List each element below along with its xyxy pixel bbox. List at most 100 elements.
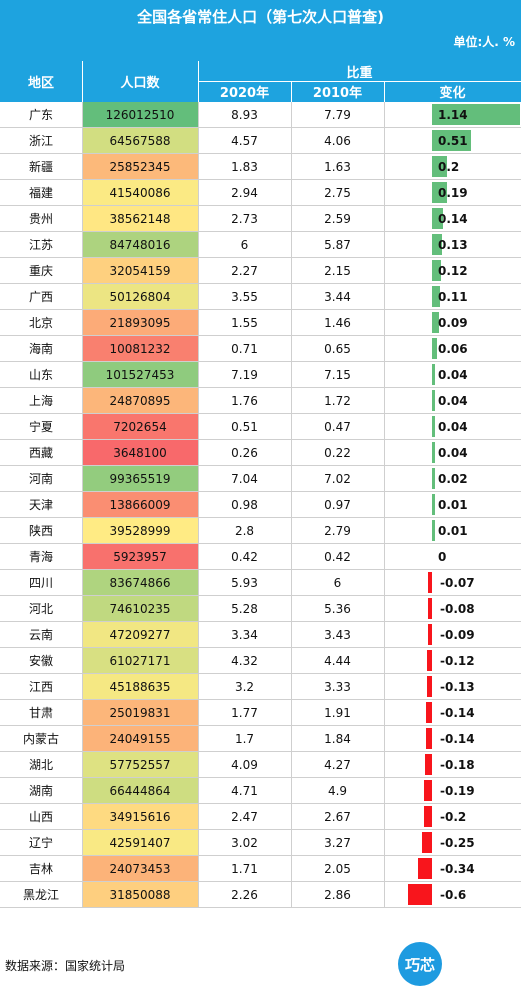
table-row: 云南 47209277 3.34 3.43 -0.09 xyxy=(0,622,521,648)
column-divider xyxy=(82,102,83,127)
share-2020-cell: 6 xyxy=(240,237,249,252)
column-header-row: 地区 人口数 比重 2020年 2010年 变化 xyxy=(0,61,521,102)
column-divider xyxy=(198,856,199,881)
table-row: 陕西 39528999 2.8 2.79 0.01 xyxy=(0,518,521,544)
change-value: 1.14 xyxy=(438,107,468,122)
change-value: -0.13 xyxy=(440,679,475,694)
column-divider xyxy=(384,310,385,335)
share-2010-cell: 1.84 xyxy=(324,731,351,746)
column-divider xyxy=(291,830,292,855)
column-divider xyxy=(384,830,385,855)
change-bar-negative xyxy=(424,754,432,775)
column-divider xyxy=(198,362,199,387)
share-2020-cell: 1.7 xyxy=(234,731,255,746)
share-2010-cell: 0.42 xyxy=(324,549,351,564)
table-row: 湖北 57752557 4.09 4.27 -0.18 xyxy=(0,752,521,778)
share-2010-cell: 3.43 xyxy=(324,627,351,642)
population-cell: 64567588 xyxy=(82,128,198,153)
column-divider xyxy=(82,726,83,751)
change-value: 0.14 xyxy=(438,211,468,226)
unit-label: 单位:人. % xyxy=(453,35,515,49)
change-value: 0.04 xyxy=(438,367,468,382)
change-bar-negative xyxy=(428,598,432,619)
column-divider xyxy=(82,570,83,595)
column-divider xyxy=(82,492,83,517)
column-divider xyxy=(82,258,83,283)
table-row: 甘肃 25019831 1.77 1.91 -0.14 xyxy=(0,700,521,726)
column-divider xyxy=(291,232,292,257)
column-divider xyxy=(291,284,292,309)
column-divider xyxy=(291,544,292,569)
table-row: 江苏 84748016 6 5.87 0.13 xyxy=(0,232,521,258)
column-divider xyxy=(384,258,385,283)
column-header-population: 人口数 xyxy=(120,76,160,91)
column-divider xyxy=(384,154,385,179)
column-divider xyxy=(82,674,83,699)
change-value: 0.02 xyxy=(438,471,468,486)
change-value: -0.2 xyxy=(440,809,467,824)
change-bar-positive xyxy=(432,468,435,489)
table-row: 湖南 66444864 4.71 4.9 -0.19 xyxy=(0,778,521,804)
column-divider xyxy=(384,206,385,231)
region-cell: 江西 xyxy=(28,680,53,694)
change-bar-positive xyxy=(432,260,442,281)
column-divider xyxy=(384,856,385,881)
column-divider xyxy=(291,518,292,543)
column-divider xyxy=(384,388,385,413)
change-bar-negative xyxy=(426,676,432,697)
population-cell: 57752557 xyxy=(82,752,198,777)
change-value: -0.07 xyxy=(440,575,475,590)
column-divider xyxy=(384,674,385,699)
share-2020-cell: 3.55 xyxy=(231,289,258,304)
change-value: -0.19 xyxy=(440,783,475,798)
table-row: 北京 21893095 1.55 1.46 0.09 xyxy=(0,310,521,336)
share-2010-cell: 5.36 xyxy=(324,601,351,616)
share-2020-cell: 2.8 xyxy=(234,523,255,538)
population-cell: 21893095 xyxy=(82,310,198,335)
region-cell: 北京 xyxy=(28,316,53,330)
change-value: 0.01 xyxy=(438,497,468,512)
column-divider xyxy=(384,882,385,907)
column-divider xyxy=(82,180,83,205)
table-row: 山西 34915616 2.47 2.67 -0.2 xyxy=(0,804,521,830)
population-cell: 25852345 xyxy=(82,154,198,179)
share-2010-cell: 0.22 xyxy=(324,445,351,460)
column-divider xyxy=(291,778,292,803)
share-2020-cell: 0.71 xyxy=(231,341,258,356)
header-divider xyxy=(82,61,83,102)
column-divider xyxy=(198,544,199,569)
share-2010-cell: 1.72 xyxy=(324,393,351,408)
population-cell: 3648100 xyxy=(82,440,198,465)
table-row: 广东 126012510 8.93 7.79 1.14 xyxy=(0,102,521,128)
share-2010-cell: 7.15 xyxy=(324,367,351,382)
region-cell: 山西 xyxy=(28,810,53,824)
region-cell: 云南 xyxy=(28,628,53,642)
population-cell: 32054159 xyxy=(82,258,198,283)
column-divider xyxy=(82,648,83,673)
share-2020-cell: 7.04 xyxy=(231,471,258,486)
column-divider xyxy=(291,440,292,465)
change-value: 0.09 xyxy=(438,315,468,330)
region-cell: 福建 xyxy=(28,186,53,200)
column-divider xyxy=(384,596,385,621)
change-value: 0 xyxy=(438,549,447,564)
column-divider xyxy=(82,544,83,569)
share-2010-cell: 0.97 xyxy=(324,497,351,512)
column-divider xyxy=(198,128,199,153)
column-divider xyxy=(291,804,292,829)
column-divider xyxy=(291,180,292,205)
change-bar-positive xyxy=(432,390,436,411)
change-value: -0.12 xyxy=(440,653,475,668)
column-divider xyxy=(198,726,199,751)
region-cell: 湖南 xyxy=(28,784,53,798)
column-divider xyxy=(82,804,83,829)
table-row: 黑龙江 31850088 2.26 2.86 -0.6 xyxy=(0,882,521,908)
column-divider xyxy=(384,336,385,361)
header-divider xyxy=(291,81,292,102)
column-divider xyxy=(384,232,385,257)
share-2020-cell: 8.93 xyxy=(231,107,258,122)
column-divider xyxy=(291,596,292,621)
change-bar-negative xyxy=(428,572,432,593)
column-header-change: 变化 xyxy=(439,86,466,101)
column-divider xyxy=(82,752,83,777)
